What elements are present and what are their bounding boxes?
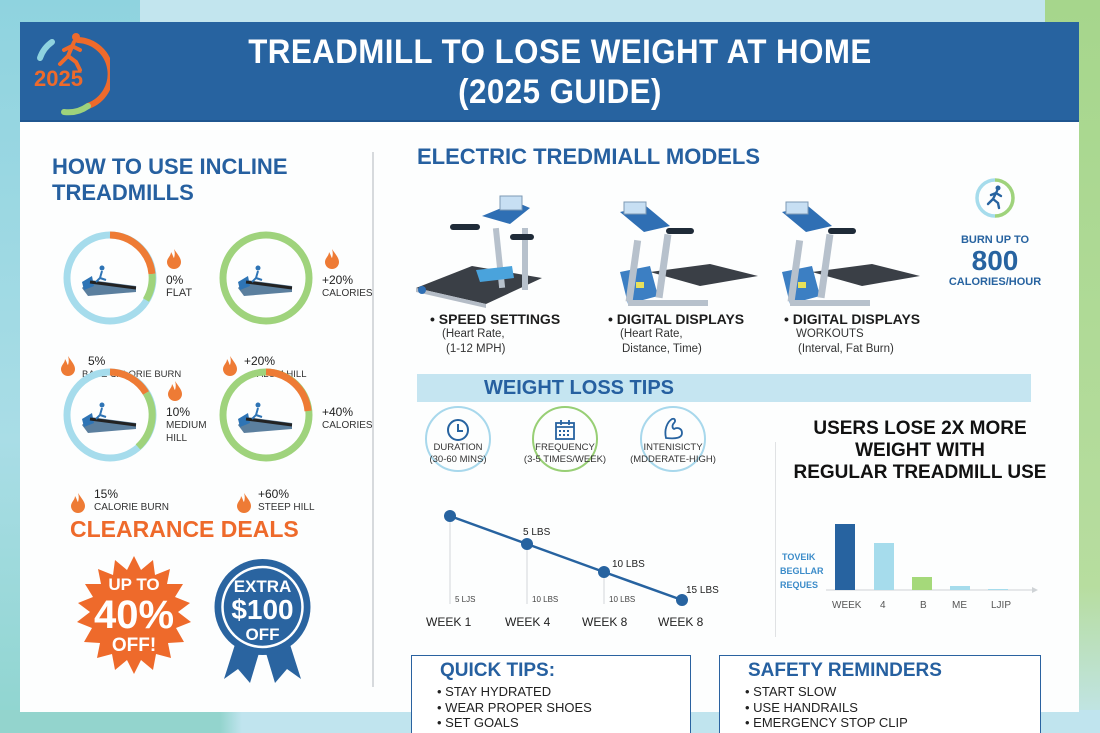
- starburst-icon: [77, 556, 191, 674]
- list-item: WEAR PROPER SHOES: [437, 700, 592, 716]
- infographic-card: 2025 TREADMILL TO LOSE WEIGHT AT HOME (2…: [20, 22, 1079, 733]
- users-lose-heading: USERS LOSE 2X MORE WEIGHT WITH REGULAR T…: [793, 418, 1047, 483]
- svg-text:WEEK 1: WEEK 1: [426, 615, 472, 629]
- tip-frequency-circle: [532, 406, 598, 472]
- weight-loss-tips-band: WEIGHT LOSS TIPS: [417, 374, 1031, 402]
- flame-icon: [325, 249, 339, 269]
- flame-icon: [168, 381, 182, 401]
- safety-reminders-box: SAFETY REMINDERS START SLOW USE HANDRAIL…: [719, 655, 1041, 733]
- svg-text:2025: 2025: [34, 66, 83, 91]
- treadmill-model-3-icon: [782, 201, 920, 306]
- svg-text:TOVEIK: TOVEIK: [782, 552, 816, 562]
- treadmill-runner-icon: [238, 265, 293, 296]
- svg-text:WEEK 8: WEEK 8: [582, 615, 628, 629]
- list-item: STAY HYDRATED: [437, 684, 592, 700]
- svg-text:BEGLLAR: BEGLLAR: [780, 566, 824, 576]
- quick-tips-list: STAY HYDRATED WEAR PROPER SHOES SET GOAL…: [437, 684, 592, 731]
- incline-label-flat: 0% FLAT: [166, 273, 193, 300]
- flame-icon: [223, 356, 237, 376]
- incline-ring-steep: [219, 368, 313, 462]
- runner-ring-icon: [975, 178, 1015, 218]
- title-line-1: TREADMILL TO LOSE WEIGHT AT HOME: [248, 33, 872, 71]
- svg-text:10 LBS: 10 LBS: [612, 559, 645, 570]
- svg-text:4: 4: [880, 600, 886, 611]
- incline-ring-medium: [63, 368, 157, 462]
- incline-heading: HOW TO USE INCLINE TREADMILLS: [52, 154, 288, 205]
- flame-icon: [71, 493, 85, 513]
- incline-label-medium: 10% MEDIUM HILL: [166, 405, 207, 445]
- svg-text:ME: ME: [952, 600, 967, 611]
- svg-text:5 LBS: 5 LBS: [523, 527, 551, 538]
- svg-text:REQUES: REQUES: [780, 580, 818, 590]
- clearance-deals-heading: CLEARANCE DEALS: [70, 516, 299, 542]
- list-item: EMERGENCY STOP CLIP: [745, 715, 908, 731]
- burn-callout: BURN UP TO 800 CALORIES/HOUR: [940, 177, 1050, 288]
- treadmill-runner-icon: [82, 402, 137, 433]
- header-banner: 2025 TREADMILL TO LOSE WEIGHT AT HOME (2…: [20, 22, 1079, 122]
- svg-text:WEEK 8: WEEK 8: [658, 615, 704, 629]
- incline-label-calories-40: +40% CALORIES: [322, 405, 373, 432]
- ribbon-seal-icon: [214, 559, 311, 683]
- incline-ring-calom: [219, 231, 313, 325]
- svg-text:LJIP: LJIP: [991, 600, 1011, 611]
- tip-frequency-caption: FREQUENCY (3-5 TIMES/WEEK): [523, 442, 607, 465]
- incline-label-calories-20: +20% CALORIES: [322, 273, 373, 300]
- flexed-arm-icon: [664, 417, 683, 440]
- discount-40-badge[interactable]: UP TO 40% OFF!: [73, 554, 195, 678]
- treadmill-runner-icon: [82, 265, 137, 296]
- model-3-caption: • DIGITAL DISPLAYS WORKOUTS (Interval, F…: [784, 311, 921, 356]
- svg-text:15 LBS: 15 LBS: [686, 585, 719, 596]
- treadmill-model-2-icon: [620, 201, 758, 306]
- svg-text:B: B: [920, 600, 927, 611]
- svg-text:WEEK: WEEK: [832, 600, 862, 611]
- flame-icon: [61, 356, 75, 376]
- regular-use-bar-chart: TOVEIK BEGLLAR REQUES WEEK 4 B ME LJIP: [780, 524, 1038, 611]
- list-item: USE HANDRAILS: [745, 700, 908, 716]
- extra-100-off-badge[interactable]: EXTRA $100 OFF: [210, 557, 315, 687]
- treadmill-model-1-icon: [416, 195, 542, 308]
- list-item: START SLOW: [745, 684, 908, 700]
- flame-icon: [167, 249, 181, 269]
- incline-bottom-label-steep: +60% STEEP HILL: [258, 487, 315, 514]
- model-2-caption: • DIGITAL DISPLAYS (Heart Rate, Distance…: [608, 311, 745, 356]
- calendar-icon: [555, 420, 575, 440]
- tips-divider: [775, 442, 776, 637]
- runner-2025-logo-icon: 2025: [34, 33, 110, 116]
- incline-ring-flat: [63, 231, 157, 325]
- column-divider: [372, 152, 374, 687]
- tip-duration-circle: [425, 406, 491, 472]
- svg-text:5 LJS: 5 LJS: [455, 595, 475, 604]
- svg-text:10 LBS: 10 LBS: [532, 595, 558, 604]
- incline-bottom-label-medium: 15% CALORIE BURN: [94, 487, 170, 514]
- svg-text:WEEK 4: WEEK 4: [505, 615, 551, 629]
- clock-icon: [447, 419, 469, 441]
- title-line-2: (2025 GUIDE): [458, 73, 662, 111]
- tip-duration-caption: DURATION (30-60 MINS): [429, 442, 487, 465]
- tip-intensity-caption: INTENISICTY (MDDERATE-HIGH): [630, 442, 716, 465]
- safety-reminders-list: START SLOW USE HANDRAILS EMERGENCY STOP …: [745, 684, 908, 731]
- models-heading: ELECTRIC TREDMIALL MODELS: [417, 144, 761, 169]
- svg-text:10 LBS: 10 LBS: [609, 595, 635, 604]
- model-1-caption: • SPEED SETTINGS (Heart Rate, (1-12 MPH): [430, 311, 561, 356]
- tip-intensity-circle: [640, 406, 706, 472]
- flame-icon: [237, 493, 251, 513]
- page-title: TREADMILL TO LOSE WEIGHT AT HOME (2025 G…: [164, 32, 955, 112]
- treadmill-runner-icon: [238, 402, 293, 433]
- quick-tips-box: QUICK TIPS: STAY HYDRATED WEAR PROPER SH…: [411, 655, 691, 733]
- weight-loss-line-chart: 5 LBS 10 LBS 15 LBS 5 LJS 10 LBS 10 LBS …: [426, 510, 719, 629]
- list-item: SET GOALS: [437, 715, 592, 731]
